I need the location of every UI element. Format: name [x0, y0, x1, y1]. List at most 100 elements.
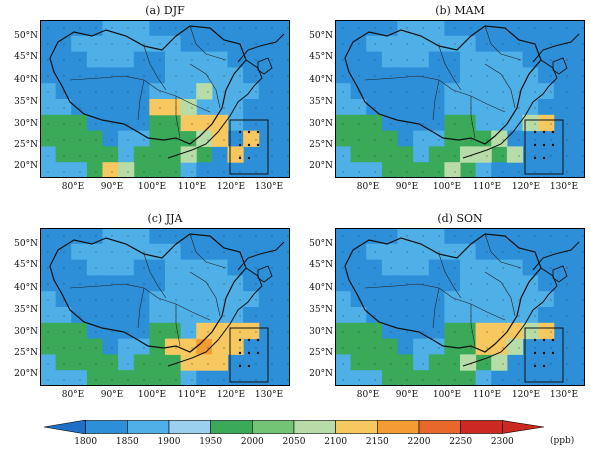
colorbar-segment [210, 420, 253, 434]
lat-label: 25°N [14, 348, 38, 358]
panel-a: (a) DJF [40, 4, 291, 179]
hotspot-cell [506, 338, 523, 355]
colorbar-segment [252, 420, 295, 434]
hotspot-cell [475, 338, 492, 355]
lat-label: 45°N [14, 260, 38, 270]
lat-label: 40°N [14, 75, 38, 85]
hotspot-cell [243, 322, 260, 340]
lon-label: 100°E [137, 390, 167, 400]
colorbar-tick: 2200 [407, 437, 431, 447]
hotspot-cell [227, 322, 244, 340]
lat-label: 30°N [14, 327, 38, 337]
lon-label: 110°E [472, 390, 502, 400]
hotspot-cell [102, 162, 119, 179]
colorbar-tick: 2150 [365, 437, 389, 447]
colorbar-svg [43, 419, 545, 435]
panel-c: (c) JJA [40, 212, 291, 419]
lon-label: 80°E [61, 390, 85, 400]
lat-label: 50°N [14, 31, 38, 41]
panel-title: (b) MAM [435, 4, 485, 17]
lon-label: 90°E [100, 390, 124, 400]
lat-label: 25°N [14, 140, 38, 150]
lat-label: 20°N [309, 369, 333, 379]
lon-label: 90°E [395, 390, 419, 400]
lon-label: 90°E [100, 182, 124, 192]
lon-label: 100°E [137, 182, 167, 192]
colorbar [43, 419, 545, 435]
colorbar-tick: 2000 [240, 437, 264, 447]
lon-label: 120°E [511, 182, 541, 192]
lon-label: 110°E [472, 182, 502, 192]
hotspot-cell [538, 114, 555, 132]
lon-label: 130°E [549, 390, 579, 400]
hotspot-cell [165, 99, 182, 116]
panel-title: (a) DJF [145, 4, 185, 17]
hotspot-cell [180, 354, 197, 371]
colorbar-segment [335, 420, 378, 434]
lon-label: 130°E [254, 390, 284, 400]
hotspot-cell [491, 338, 508, 355]
hotspot-cell [196, 114, 213, 132]
hotspot-cell [444, 162, 461, 179]
colorbar-segment [293, 420, 336, 434]
hotspot-cell [211, 338, 228, 355]
lat-label: 20°N [14, 161, 38, 171]
hotspot-cell [180, 114, 197, 132]
panel-d: (d) SON [335, 212, 586, 419]
hotspot-cell [538, 322, 555, 340]
colorbar-segment [168, 420, 211, 434]
hotspot-cell [180, 99, 197, 116]
hotspot-cell [196, 322, 213, 340]
colorbar-tick: 2300 [490, 437, 514, 447]
lat-label: 35°N [14, 305, 38, 315]
lat-label: 40°N [14, 283, 38, 293]
lat-label: 45°N [309, 52, 333, 62]
lat-label: 30°N [309, 119, 333, 129]
colorbar-tick: 1850 [115, 437, 139, 447]
lon-label: 100°E [432, 182, 462, 192]
hotspot-cell [460, 354, 477, 371]
colorbar-segment [460, 420, 503, 434]
colorbar-tick: 2250 [449, 437, 473, 447]
map-svg [335, 228, 586, 419]
hotspot-cell [243, 130, 260, 147]
panel-title: (d) SON [437, 212, 483, 225]
map-svg [335, 20, 586, 195]
lat-label: 40°N [309, 75, 333, 85]
hotspot-cell [460, 146, 477, 163]
hotspot-cell [149, 99, 166, 116]
lat-label: 50°N [309, 31, 333, 41]
lon-label: 120°E [216, 182, 246, 192]
hotspot-cell [180, 146, 197, 163]
lon-label: 110°E [177, 182, 207, 192]
lon-label: 120°E [216, 390, 246, 400]
colorbar-tick: 1900 [157, 437, 181, 447]
lat-label: 25°N [309, 348, 333, 358]
lat-label: 50°N [309, 239, 333, 249]
lat-label: 40°N [309, 283, 333, 293]
hotspot-cell [475, 322, 492, 340]
colorbar-segment [127, 420, 170, 434]
hotspot-cell [491, 130, 508, 147]
map-svg [40, 20, 291, 179]
lon-label: 130°E [549, 182, 579, 192]
lon-label: 130°E [254, 182, 284, 192]
lat-label: 30°N [14, 119, 38, 129]
lon-label: 110°E [177, 390, 207, 400]
hotspot-cell [118, 162, 135, 179]
lat-label: 45°N [14, 52, 38, 62]
lat-label: 45°N [309, 260, 333, 270]
hotspot-cell [211, 354, 228, 371]
colorbar-tick: 2050 [282, 437, 306, 447]
hotspot-cell [227, 338, 244, 355]
lon-label: 80°E [356, 390, 380, 400]
hotspot-cell [522, 114, 539, 132]
panel-title: (c) JJA [147, 212, 183, 225]
colorbar-segment [418, 420, 461, 434]
lat-label: 20°N [14, 369, 38, 379]
lon-label: 90°E [395, 182, 419, 192]
hotspot-cell [180, 338, 197, 355]
hotspot-cell [196, 83, 213, 100]
lat-label: 35°N [309, 305, 333, 315]
hotspot-cell [196, 130, 213, 147]
